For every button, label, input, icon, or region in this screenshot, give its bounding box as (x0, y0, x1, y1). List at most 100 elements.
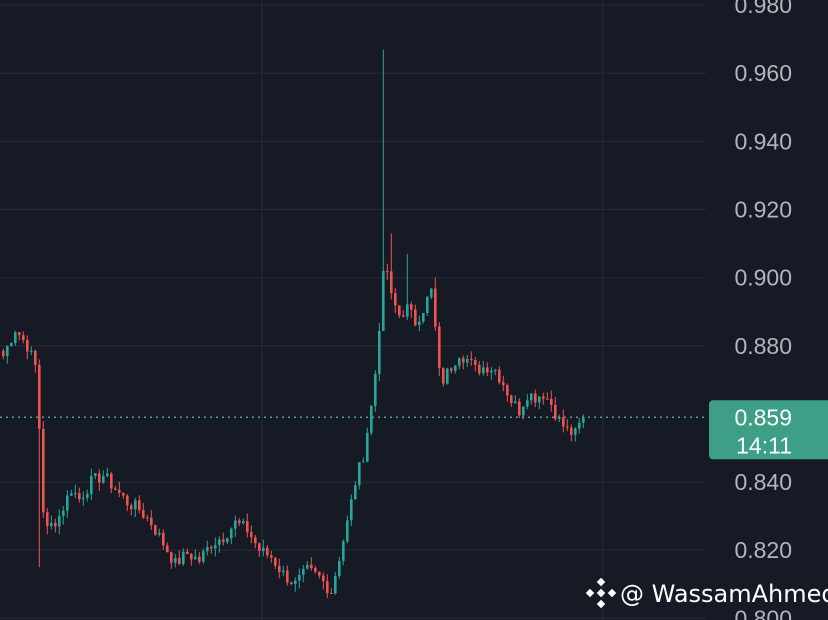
candle[interactable] (246, 513, 249, 538)
candle[interactable] (406, 253, 409, 320)
candle-body[interactable] (178, 557, 181, 564)
candle[interactable] (414, 304, 417, 327)
candle[interactable] (242, 518, 245, 525)
candle-body[interactable] (258, 543, 261, 551)
candle-body[interactable] (446, 368, 449, 384)
candle-body[interactable] (518, 401, 521, 416)
candle-body[interactable] (182, 551, 185, 564)
candle[interactable] (318, 571, 321, 579)
candle[interactable] (6, 345, 9, 364)
candle-body[interactable] (102, 475, 105, 483)
candle-body[interactable] (330, 592, 333, 594)
candle[interactable] (170, 551, 173, 570)
candle[interactable] (138, 495, 141, 514)
candle[interactable] (482, 360, 485, 376)
candle[interactable] (402, 310, 405, 318)
candle[interactable] (390, 233, 393, 300)
candle-body[interactable] (362, 461, 365, 463)
candle[interactable] (250, 525, 253, 544)
candle-body[interactable] (202, 551, 205, 562)
candle[interactable] (154, 524, 157, 536)
candle-body[interactable] (282, 570, 285, 572)
candle-body[interactable] (506, 385, 509, 396)
candle[interactable] (110, 471, 113, 494)
candle-body[interactable] (358, 462, 361, 486)
candle-body[interactable] (22, 335, 25, 341)
candle[interactable] (502, 375, 505, 392)
candle[interactable] (270, 550, 273, 563)
candle[interactable] (354, 481, 357, 501)
price-axis[interactable]: 0.980 0.960 0.940 0.920 0.900 0.880 0.840 0.820… (734, 0, 792, 620)
candle[interactable] (34, 349, 37, 373)
candle-body[interactable] (510, 395, 513, 404)
candle-body[interactable] (414, 309, 417, 326)
candle-body[interactable] (402, 315, 405, 317)
candle[interactable] (418, 315, 421, 332)
candle-body[interactable] (542, 396, 545, 399)
candle-body[interactable] (570, 427, 573, 435)
candle[interactable] (266, 544, 269, 559)
candle[interactable] (302, 564, 305, 583)
candle[interactable] (22, 331, 25, 344)
candle-body[interactable] (474, 359, 477, 365)
candle-body[interactable] (66, 495, 69, 511)
candle-body[interactable] (274, 557, 277, 566)
candle[interactable] (190, 552, 193, 566)
candle-body[interactable] (82, 497, 85, 500)
candle-body[interactable] (1, 351, 5, 357)
candle-body[interactable] (350, 499, 353, 521)
candle-body[interactable] (6, 346, 9, 357)
candle-body[interactable] (554, 404, 557, 419)
candle[interactable] (398, 305, 401, 319)
candle[interactable] (18, 331, 21, 341)
candle[interactable] (446, 367, 449, 385)
candle[interactable] (26, 335, 29, 360)
candle[interactable] (310, 557, 313, 571)
candle[interactable] (486, 362, 489, 376)
candle-body[interactable] (14, 332, 17, 344)
candle-body[interactable] (534, 393, 537, 403)
candle[interactable] (142, 502, 145, 519)
candle[interactable] (214, 537, 217, 557)
candle-body[interactable] (42, 428, 45, 513)
candle-body[interactable] (26, 340, 29, 352)
candle[interactable] (226, 537, 229, 544)
candle[interactable] (98, 469, 101, 492)
candle[interactable] (538, 396, 541, 410)
candle-body[interactable] (78, 493, 81, 500)
candle[interactable] (54, 518, 57, 533)
candle[interactable] (174, 554, 177, 568)
candle[interactable] (222, 532, 225, 546)
candle[interactable] (78, 487, 81, 503)
candle-body[interactable] (170, 552, 173, 563)
candle[interactable] (206, 540, 209, 556)
candle-body[interactable] (294, 580, 297, 584)
candle-body[interactable] (346, 520, 349, 542)
candle-body[interactable] (522, 406, 525, 416)
candle-body[interactable] (490, 370, 493, 373)
candle[interactable] (178, 550, 181, 565)
candle[interactable] (422, 312, 425, 324)
candle-body[interactable] (190, 553, 193, 560)
candle-body[interactable] (174, 557, 177, 563)
candle[interactable] (114, 485, 117, 491)
candle-body[interactable] (406, 304, 409, 317)
candle[interactable] (358, 462, 361, 490)
candle[interactable] (294, 577, 297, 592)
candle[interactable] (286, 565, 289, 586)
candle[interactable] (550, 390, 553, 412)
candle[interactable] (326, 574, 329, 599)
candle[interactable] (410, 301, 413, 318)
candle-body[interactable] (146, 517, 149, 519)
candle-body[interactable] (222, 539, 225, 543)
candle-body[interactable] (206, 546, 209, 552)
candle[interactable] (58, 509, 61, 535)
candle-body[interactable] (526, 400, 529, 407)
candle[interactable] (426, 295, 429, 316)
candle[interactable] (62, 505, 65, 525)
candle[interactable] (350, 494, 353, 527)
candle[interactable] (1, 348, 5, 360)
candle[interactable] (458, 357, 461, 370)
candle-body[interactable] (466, 358, 469, 363)
